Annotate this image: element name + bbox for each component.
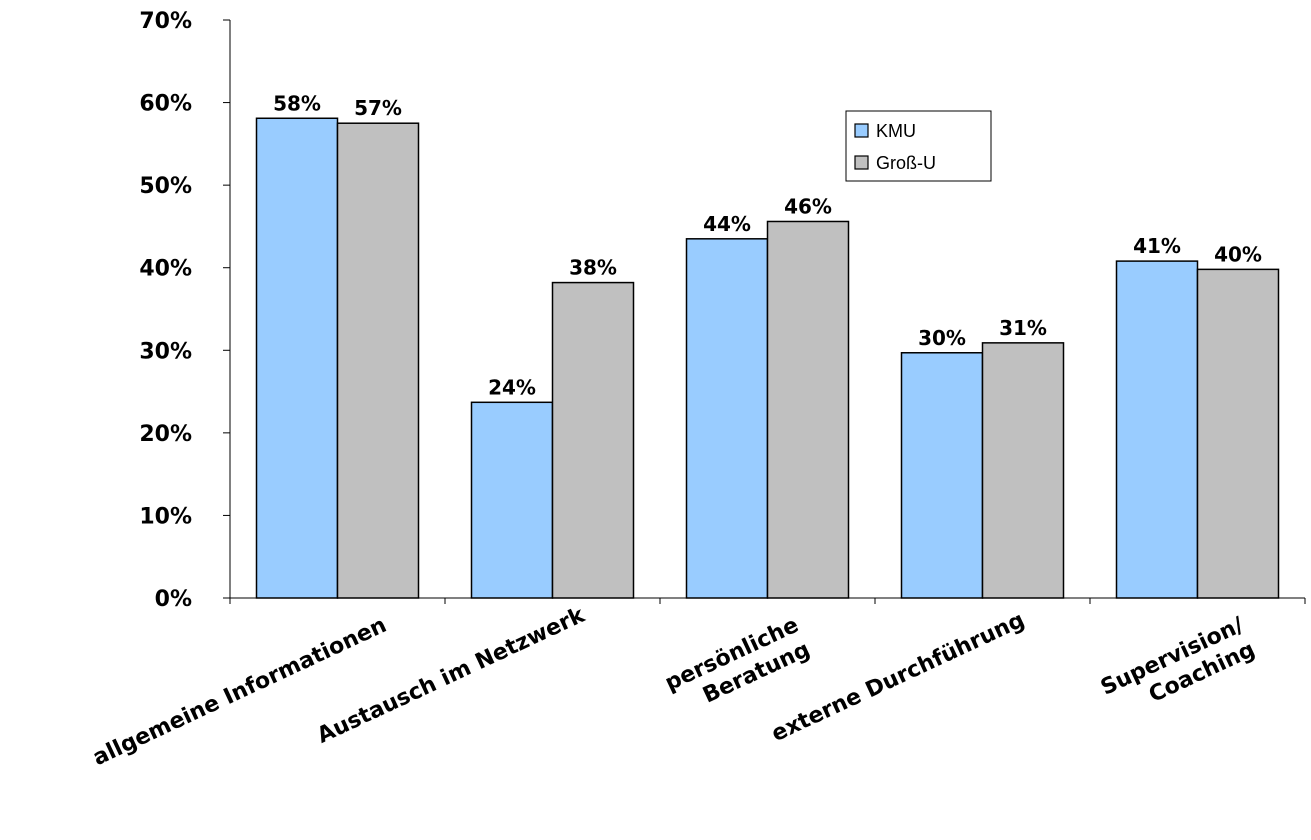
y-tick-label: 50% [139,174,192,199]
y-tick-label: 40% [139,257,192,282]
bar-kmu [1115,260,1199,599]
legend: KMU Groß-U [845,110,992,182]
bar-kmu [900,352,984,599]
bar-kmu [470,401,554,599]
data-label: 44% [703,212,751,236]
y-axis: 0% 10% 20% 30% 40% 50% 60% 70% [139,9,231,612]
data-label: 40% [1214,242,1262,266]
y-tick-label: 60% [139,92,192,117]
category-label: persönlicheBeratung [661,613,814,721]
data-label: 30% [918,326,966,350]
data-labels: 58% 24% 44% 30% 41% 57% 38% 46% 31% 40% [273,91,1262,399]
category-label: externe Durchführung [768,608,1029,747]
legend-swatch-kmu [854,123,869,138]
legend-label: Groß-U [876,153,936,173]
bar-gross-u [766,220,850,599]
legend-swatch-gross-u [854,155,869,170]
data-label: 24% [488,375,536,399]
category-label: allgemeine Informationen [89,613,390,771]
bar-gross-u [981,342,1065,599]
data-label: 58% [273,91,321,115]
bar-gross-u [1196,268,1280,599]
data-label: 57% [354,96,402,120]
legend-label: KMU [876,121,916,141]
data-label: 38% [569,256,617,280]
y-tick-label: 0% [155,587,192,612]
bar-kmu [685,238,769,599]
data-label: 31% [999,316,1047,340]
bar-gross-u [551,281,635,599]
bar-gross-u [336,122,420,599]
y-tick-label: 20% [139,422,192,447]
data-label: 46% [784,194,832,218]
bar-kmu [255,117,339,599]
category-label-line: externe Durchführung [768,608,1029,747]
category-label: Supervision/Coaching [1097,612,1260,725]
y-tick-label: 30% [139,339,192,364]
legend-box [845,110,992,182]
bars [255,117,1280,599]
data-label: 41% [1133,234,1181,258]
category-label-line: allgemeine Informationen [89,613,390,771]
y-tick-label: 10% [139,504,192,529]
y-tick-label: 70% [139,9,192,34]
